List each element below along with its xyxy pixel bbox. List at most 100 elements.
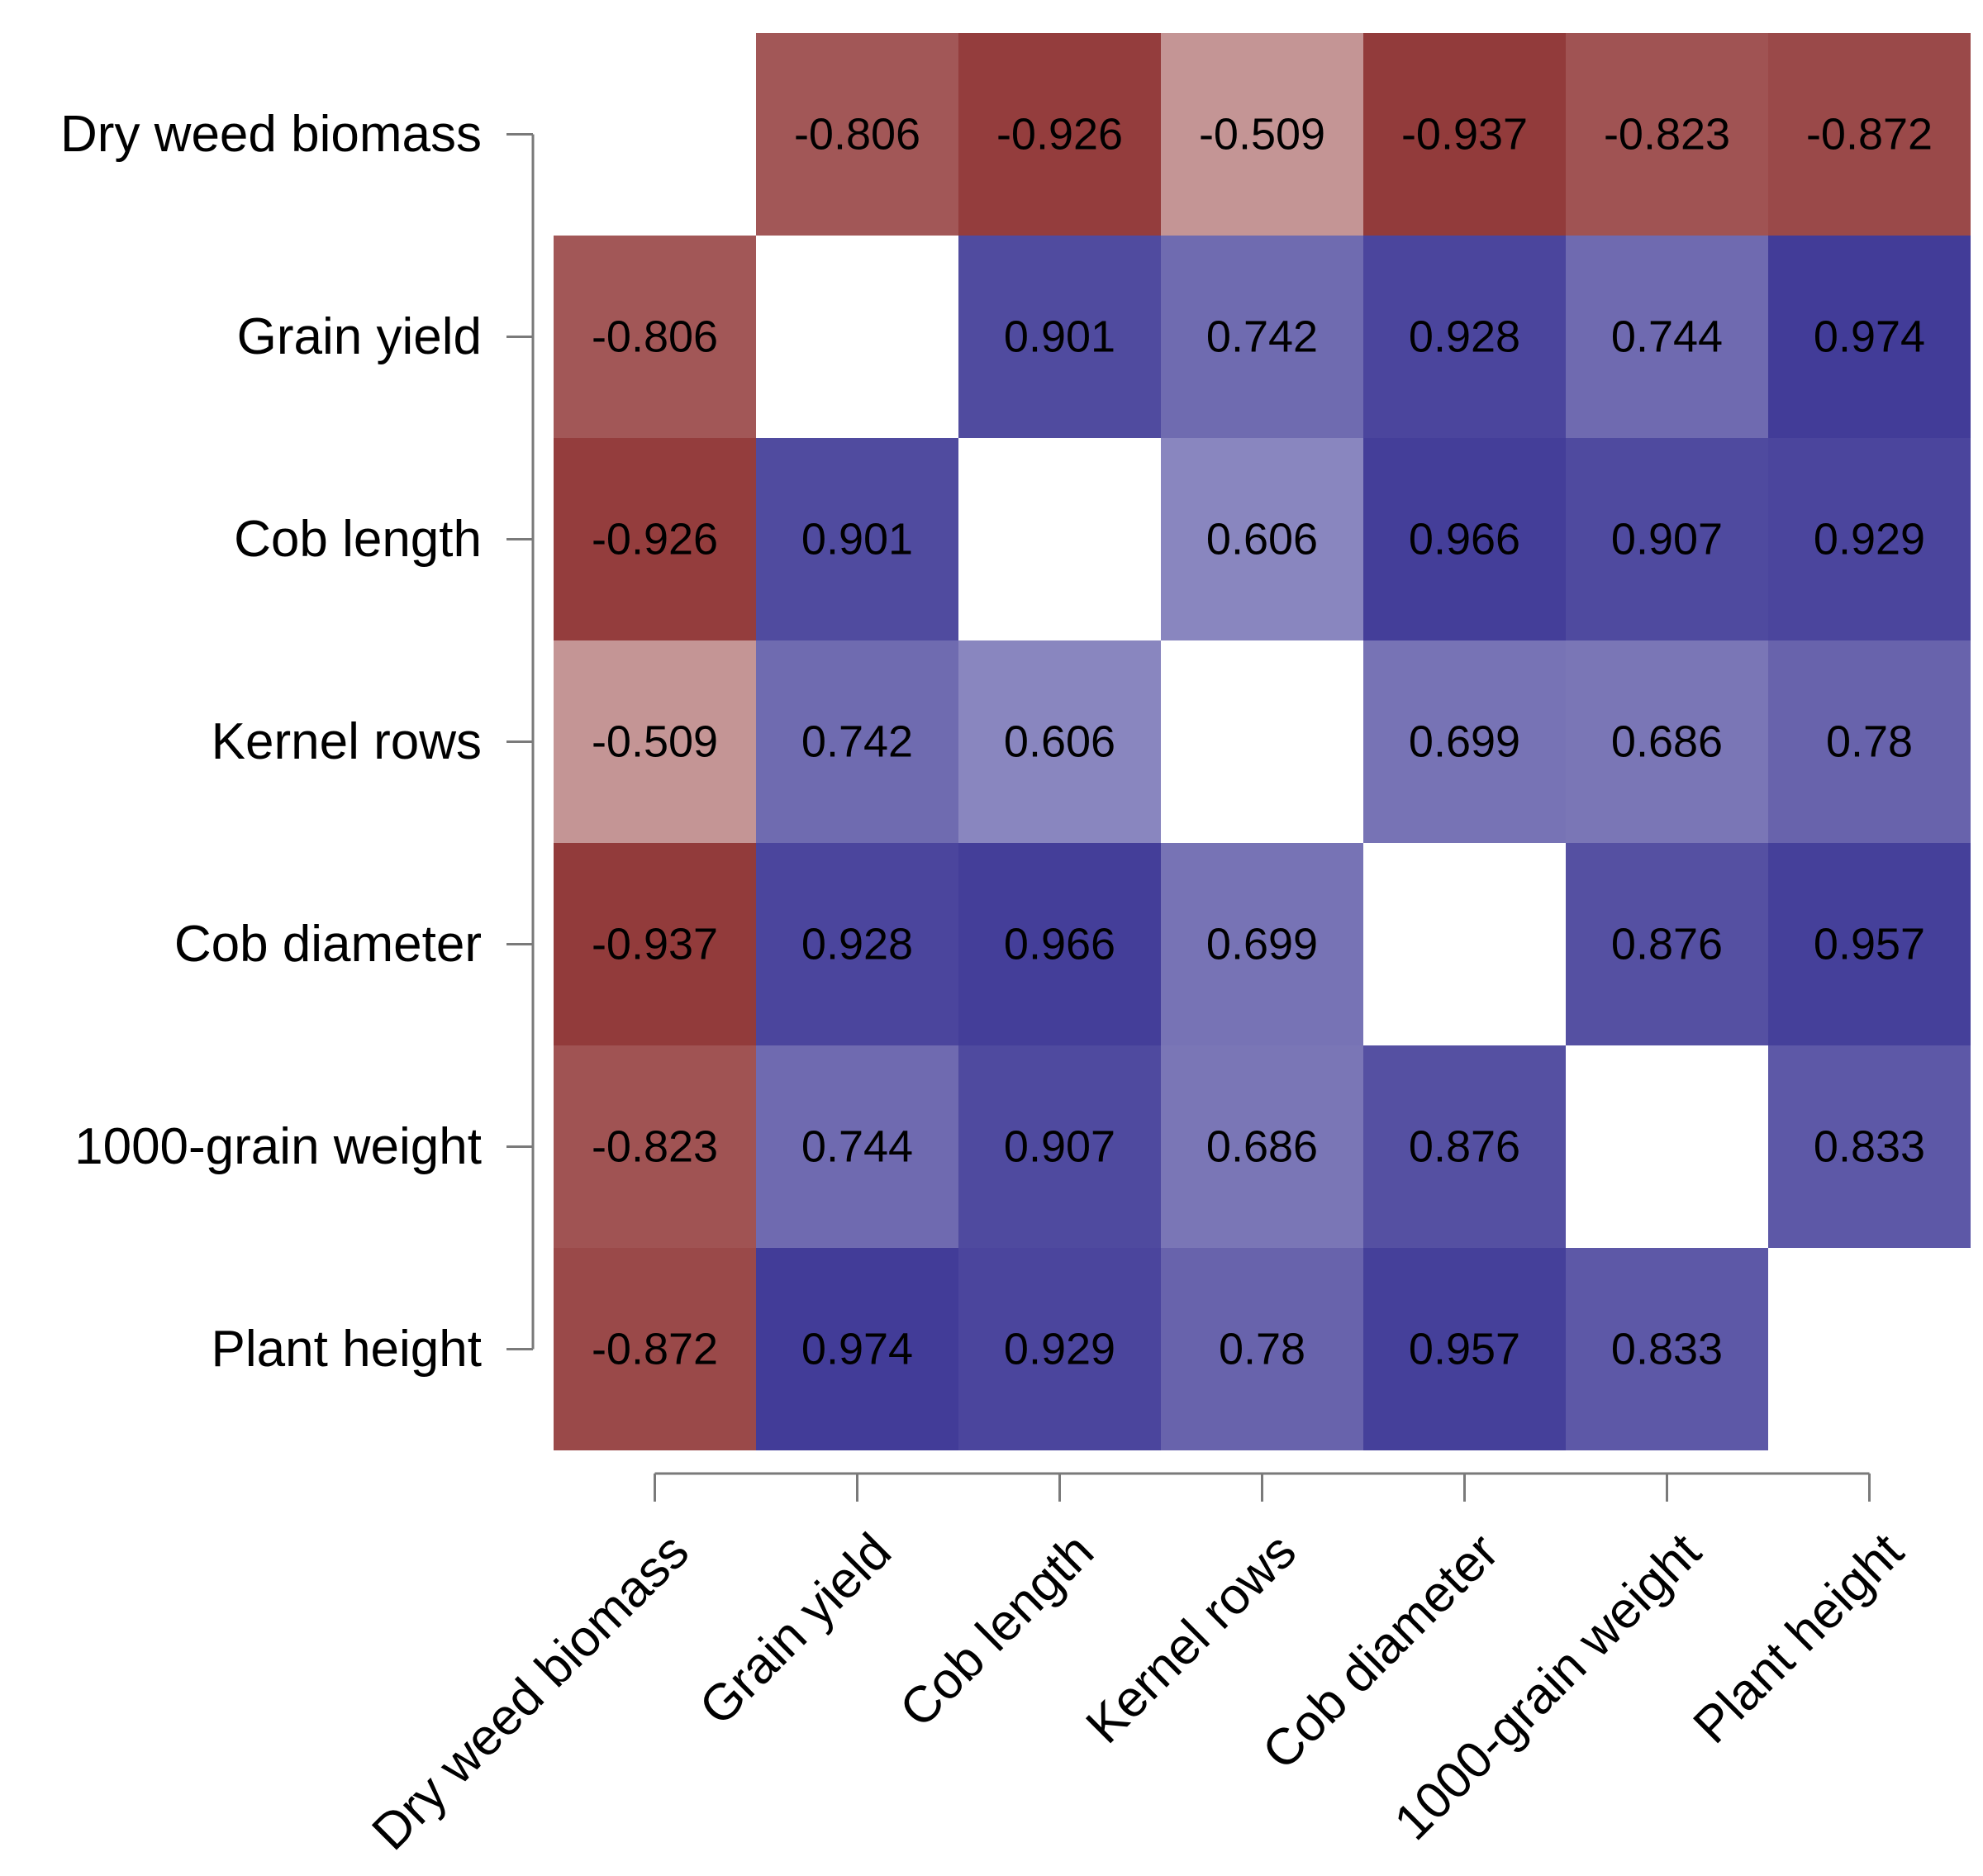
- cell-value-label: 0.833: [1611, 1325, 1723, 1374]
- heatmap-cell-1000-grain-weight-x-dry-weed-biomass: [554, 1045, 756, 1248]
- cell-value-label: 0.966: [1004, 920, 1115, 969]
- cell-value-label: 0.686: [1206, 1122, 1318, 1172]
- cell-value-label: 0.928: [1409, 312, 1520, 362]
- heatmap-cell-1000-grain-weight-x-cob-diameter: [1363, 1045, 1566, 1248]
- heatmap-cell-plant-height-x-grain-yield: [756, 1248, 958, 1450]
- heatmap-cell-grain-yield-x-plant-height: [1768, 236, 1971, 438]
- cell-value-label: -0.509: [1199, 110, 1325, 160]
- heatmap-cell-dry-weed-biomass-x-plant-height: [1768, 33, 1971, 236]
- heatmap-cell-cob-length-x-grain-yield: [756, 438, 958, 640]
- heatmap-cell-plant-height-x-cob-diameter: [1363, 1248, 1566, 1450]
- cell-value-label: 0.928: [801, 920, 913, 969]
- heatmap-cell-cob-length-x-dry-weed-biomass: [554, 438, 756, 640]
- row-label-1000-grain-weight: 1000-grain weight: [74, 1118, 482, 1175]
- cell-value-label: 0.744: [1611, 312, 1723, 362]
- heatmap-cell-grain-yield-x-cob-diameter: [1363, 236, 1566, 438]
- heatmap-cell-1000-grain-weight-x-cob-length: [958, 1045, 1161, 1248]
- cell-value-label: 0.606: [1004, 717, 1115, 767]
- cell-value-label: -0.937: [592, 920, 718, 969]
- column-label-plant-height: Plant height: [1683, 1523, 1914, 1755]
- row-label-grain-yield: Grain yield: [237, 308, 482, 365]
- cell-value-label: 0.901: [801, 515, 913, 564]
- heatmap-cell-dry-weed-biomass-x-cob-diameter: [1363, 33, 1566, 236]
- cell-value-label: 0.699: [1206, 920, 1318, 969]
- cell-value-label: 0.606: [1206, 515, 1318, 564]
- column-label-grain-yield: Grain yield: [689, 1523, 902, 1736]
- row-label-dry-weed-biomass: Dry weed biomass: [60, 106, 482, 163]
- cell-value-label: 0.699: [1409, 717, 1520, 767]
- cell-value-label: 0.742: [801, 717, 913, 767]
- cell-value-label: 0.974: [1814, 312, 1925, 362]
- heatmap-cell-cob-length-x-kernel-rows: [1161, 438, 1363, 640]
- cell-value-label: -0.926: [996, 110, 1123, 160]
- heatmap-cell-dry-weed-biomass-x-cob-length: [958, 33, 1161, 236]
- heatmap-cell-labels: -0.806 -0.926 -0.509 -0.937 -0.823 -0.872 -0.8…: [592, 110, 1933, 1374]
- heatmap-cell-cob-length-x-cob-diameter: [1363, 438, 1566, 640]
- heatmap-cell-kernel-rows-x-cob-length: [958, 640, 1161, 843]
- heatmap-cell-dry-weed-biomass-x-1000-grain-weight: [1566, 33, 1768, 236]
- heatmap-cell-kernel-rows-x-cob-diameter: [1363, 640, 1566, 843]
- cell-value-label: 0.966: [1409, 515, 1520, 564]
- cell-value-label: 0.833: [1814, 1122, 1925, 1172]
- row-label-cob-diameter: Cob diameter: [174, 916, 482, 973]
- cell-value-label: 0.876: [1409, 1122, 1520, 1172]
- heatmap-cell-grain-yield-x-kernel-rows: [1161, 236, 1363, 438]
- heatmap-cell-1000-grain-weight-x-grain-yield: [756, 1045, 958, 1248]
- row-label-kernel-rows: Kernel rows: [212, 713, 482, 770]
- cell-value-label: 0.744: [801, 1122, 913, 1172]
- cell-value-label: 0.876: [1611, 920, 1723, 969]
- heatmap-cell-cob-diameter-x-plant-height: [1768, 843, 1971, 1045]
- cell-value-label: -0.806: [794, 110, 920, 160]
- cell-value-label: 0.686: [1611, 717, 1723, 767]
- heatmap-cell-plant-height-x-dry-weed-biomass: [554, 1248, 756, 1450]
- cell-value-label: 0.78: [1219, 1325, 1305, 1374]
- heatmap-cell-grain-yield-x-cob-length: [958, 236, 1161, 438]
- cell-value-label: 0.901: [1004, 312, 1115, 362]
- heatmap-cell-dry-weed-biomass-x-kernel-rows: [1161, 33, 1363, 236]
- heatmap-cell-cob-diameter-x-cob-length: [958, 843, 1161, 1045]
- heatmap-cell-plant-height-x-1000-grain-weight: [1566, 1248, 1768, 1450]
- heatmap-cell-kernel-rows-x-plant-height: [1768, 640, 1971, 843]
- cell-value-label: 0.957: [1409, 1325, 1520, 1374]
- heatmap-cell-plant-height-x-cob-length: [958, 1248, 1161, 1450]
- heatmap-cell-kernel-rows-x-1000-grain-weight: [1566, 640, 1768, 843]
- heatmap-cells: [554, 33, 1971, 1450]
- heatmap-cell-cob-diameter-x-kernel-rows: [1161, 843, 1363, 1045]
- heatmap-cell-plant-height-x-kernel-rows: [1161, 1248, 1363, 1450]
- heatmap-cell-cob-diameter-x-1000-grain-weight: [1566, 843, 1768, 1045]
- column-label-dry-weed-biomass: Dry weed biomass: [362, 1523, 700, 1861]
- cell-value-label: -0.823: [1604, 110, 1730, 160]
- column-label-cob-length: Cob length: [889, 1523, 1105, 1739]
- cell-value-label: 0.78: [1826, 717, 1913, 767]
- cell-value-label: 0.907: [1004, 1122, 1115, 1172]
- cell-value-label: 0.907: [1611, 515, 1723, 564]
- row-label-plant-height: Plant height: [212, 1321, 482, 1378]
- heatmap-cell-cob-length-x-plant-height: [1768, 438, 1971, 640]
- heatmap-cell-1000-grain-weight-x-kernel-rows: [1161, 1045, 1363, 1248]
- heatmap-cell-grain-yield-x-1000-grain-weight: [1566, 236, 1768, 438]
- heatmap-cell-dry-weed-biomass-x-grain-yield: [756, 33, 958, 236]
- cell-value-label: -0.872: [1806, 110, 1933, 160]
- cell-value-label: -0.806: [592, 312, 718, 362]
- heatmap-cell-kernel-rows-x-dry-weed-biomass: [554, 640, 756, 843]
- cell-value-label: 0.957: [1814, 920, 1925, 969]
- cell-value-label: -0.926: [592, 515, 718, 564]
- heatmap-cell-1000-grain-weight-x-plant-height: [1768, 1045, 1971, 1248]
- cell-value-label: 0.974: [801, 1325, 913, 1374]
- cell-value-label: 0.929: [1004, 1325, 1115, 1374]
- cell-value-label: -0.872: [592, 1325, 718, 1374]
- row-label-cob-length: Cob length: [234, 511, 482, 568]
- cell-value-label: 0.929: [1814, 515, 1925, 564]
- heatmap-cell-cob-length-x-1000-grain-weight: [1566, 438, 1768, 640]
- heatmap-cell-cob-diameter-x-grain-yield: [756, 843, 958, 1045]
- heatmap-cell-kernel-rows-x-grain-yield: [756, 640, 958, 843]
- heatmap-cell-cob-diameter-x-dry-weed-biomass: [554, 843, 756, 1045]
- row-axis: Dry weed biomass Grain yield Cob length Ker…: [60, 106, 535, 1378]
- heatmap-cell-grain-yield-x-dry-weed-biomass: [554, 236, 756, 438]
- cell-value-label: -0.823: [592, 1122, 718, 1172]
- cell-value-label: 0.742: [1206, 312, 1318, 362]
- cell-value-label: -0.937: [1401, 110, 1528, 160]
- cell-value-label: -0.509: [592, 717, 718, 767]
